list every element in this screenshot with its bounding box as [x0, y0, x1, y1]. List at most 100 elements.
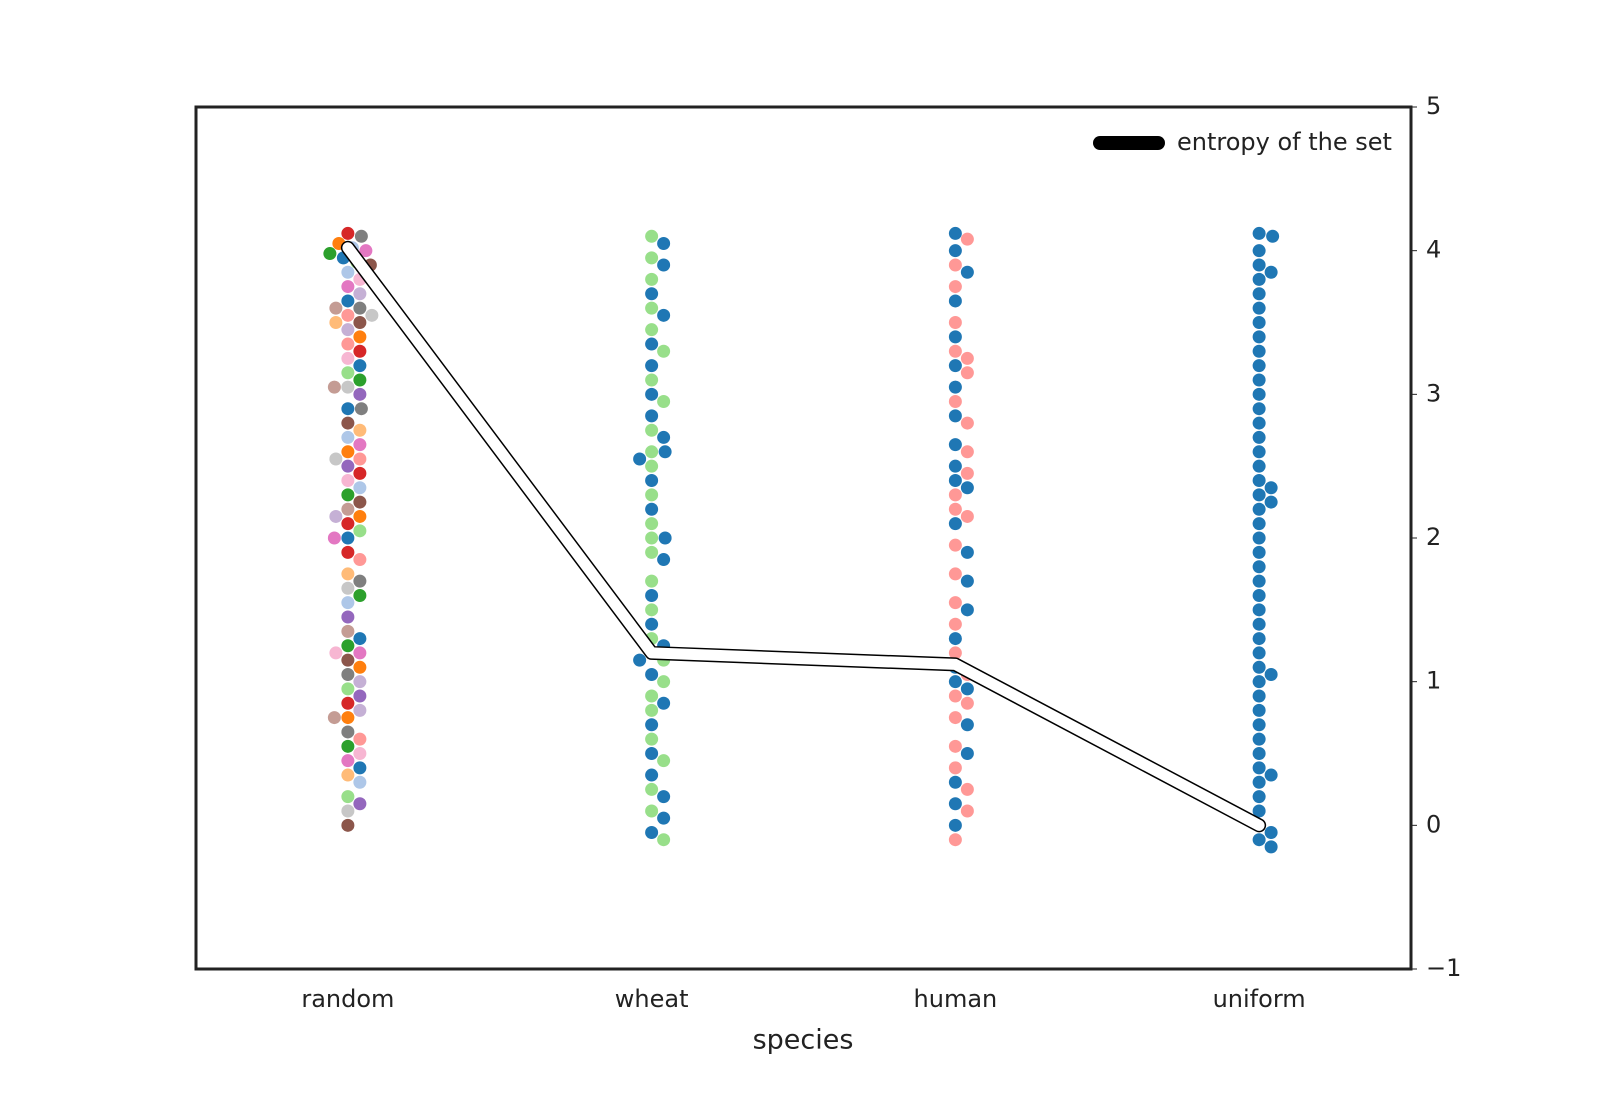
- swarm-point: [341, 696, 355, 710]
- swarm-point: [645, 359, 659, 373]
- swarm-point: [1264, 667, 1278, 681]
- swarm-point: [948, 675, 962, 689]
- swarm-point: [341, 459, 355, 473]
- swarm-point: [948, 833, 962, 847]
- swarm-point: [960, 718, 974, 732]
- swarm-point: [948, 488, 962, 502]
- swarm-point: [645, 445, 659, 459]
- swarm-point: [948, 632, 962, 646]
- x-tick-label: random: [301, 985, 394, 1013]
- swarm-point: [1264, 826, 1278, 840]
- swarm-point: [353, 438, 367, 452]
- swarm-point: [948, 409, 962, 423]
- swarm-point: [960, 603, 974, 617]
- swarm-point: [341, 545, 355, 559]
- swarm-point: [353, 481, 367, 495]
- swarm-point: [354, 229, 368, 243]
- swarm-point: [353, 301, 367, 315]
- y-tick-label: −1: [1426, 954, 1461, 982]
- swarm-point: [645, 337, 659, 351]
- y-tick-label: 4: [1426, 236, 1441, 264]
- swarm-point: [948, 567, 962, 581]
- swarm-point: [657, 754, 671, 768]
- y-tick-label: 3: [1426, 379, 1441, 407]
- swarm-point: [645, 718, 659, 732]
- swarm-point: [1252, 660, 1266, 674]
- swarm-point: [1266, 229, 1280, 243]
- swarm-point: [341, 624, 355, 638]
- swarm-point: [948, 380, 962, 394]
- swarm-point: [341, 804, 355, 818]
- swarm-point: [1252, 430, 1266, 444]
- swarm-point: [359, 244, 373, 258]
- swarm-point: [353, 775, 367, 789]
- swarm-point: [341, 294, 355, 308]
- swarm-point: [341, 474, 355, 488]
- plot-frame: [194, 105, 1413, 971]
- swarm-point: [365, 308, 379, 322]
- swarm-point: [948, 775, 962, 789]
- swarm-point: [960, 416, 974, 430]
- swarm-point: [1252, 718, 1266, 732]
- swarm-point: [1252, 531, 1266, 545]
- swarm-point: [1252, 330, 1266, 344]
- swarm-point: [645, 826, 659, 840]
- swarm-point: [341, 790, 355, 804]
- swarm-point: [645, 272, 659, 286]
- swarm-point: [353, 495, 367, 509]
- swarm-point: [645, 301, 659, 315]
- swarm-point: [948, 294, 962, 308]
- swarm-point: [1252, 833, 1266, 847]
- swarm-point: [960, 366, 974, 380]
- swarm-point: [960, 574, 974, 588]
- swarm-point: [645, 574, 659, 588]
- swarm-point: [645, 703, 659, 717]
- swarm-point: [353, 524, 367, 538]
- swarm-point: [1252, 603, 1266, 617]
- swarm-point: [657, 258, 671, 272]
- swarm-point: [645, 502, 659, 516]
- swarm-point: [353, 689, 367, 703]
- swarm-point: [353, 359, 367, 373]
- swarm-point: [353, 509, 367, 523]
- swarm-point: [1252, 387, 1266, 401]
- swarm-point: [341, 366, 355, 380]
- swarm-point: [1252, 416, 1266, 430]
- swarm-point: [329, 452, 343, 466]
- swarm-point: [657, 790, 671, 804]
- swarm-point: [960, 696, 974, 710]
- swarm-point: [645, 488, 659, 502]
- y-tick-label: 5: [1426, 92, 1441, 120]
- swarm-point: [960, 782, 974, 796]
- swarm-point: [353, 316, 367, 329]
- swarm-point: [948, 596, 962, 610]
- swarm-point: [341, 725, 355, 739]
- swarm-point: [1252, 646, 1266, 660]
- swarm-point: [353, 632, 367, 646]
- swarm-point: [657, 395, 671, 409]
- swarm-point: [657, 430, 671, 444]
- swarm-point: [329, 316, 343, 329]
- swarm-point: [645, 474, 659, 488]
- swarm-point: [1252, 689, 1266, 703]
- swarm-point: [948, 797, 962, 811]
- swarm-point: [645, 603, 659, 617]
- swarm-point: [353, 553, 367, 567]
- swarm-point: [353, 423, 367, 437]
- swarm-point: [948, 244, 962, 258]
- swarm-point: [645, 323, 659, 337]
- swarm-point: [1252, 244, 1266, 258]
- swarm-point: [1252, 502, 1266, 516]
- swarm-point: [633, 452, 647, 466]
- swarm-point: [1252, 560, 1266, 574]
- swarm-point: [341, 308, 355, 322]
- swarm-point: [1252, 732, 1266, 746]
- swarm-point: [341, 682, 355, 696]
- swarm-point: [341, 610, 355, 624]
- swarm-point: [960, 545, 974, 559]
- swarm-point: [341, 754, 355, 768]
- swarm-point: [353, 466, 367, 480]
- swarm-point: [327, 711, 341, 725]
- swarm-point: [1264, 265, 1278, 279]
- swarm-point: [948, 646, 962, 660]
